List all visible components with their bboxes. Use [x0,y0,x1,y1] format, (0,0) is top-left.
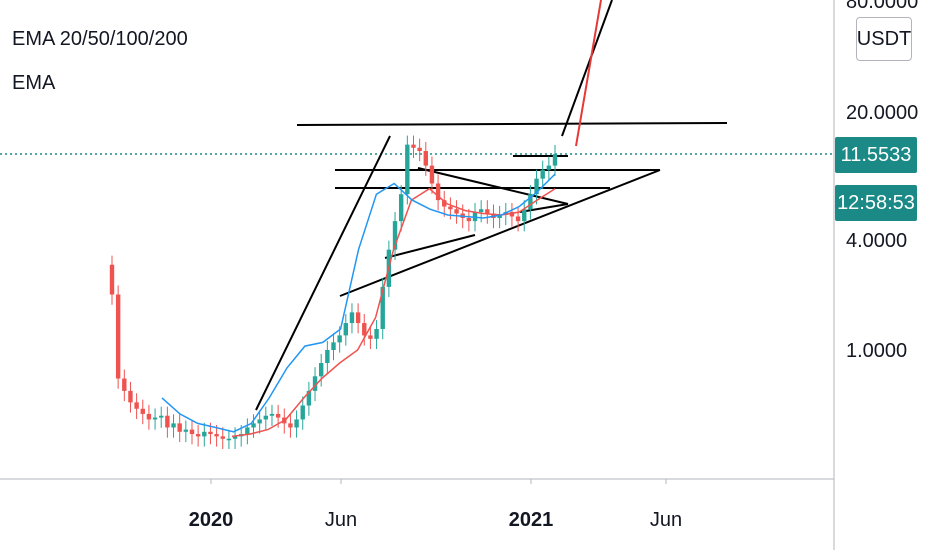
price-label-20: 20.0000 [846,102,918,124]
ema-fast-line [161,173,556,433]
price-label-80: 80.0000 [846,0,918,13]
last-price-tag: 11.5533 [835,137,917,173]
unit-button[interactable]: USDT [856,17,912,61]
candle-body [442,200,447,207]
candle-body [245,427,250,435]
candle-body [159,415,164,418]
candle-body [392,221,398,250]
candle-body [189,429,195,435]
candle-body [140,408,145,414]
candle-body [368,335,373,339]
candle-body [362,323,367,336]
candle-body [343,323,349,336]
candle-body [134,402,139,409]
candle-body [220,436,225,439]
candle-body [448,206,453,210]
drawing-triangle-hyp[interactable] [417,167,569,205]
candle-body [374,328,379,339]
candle-body [251,423,256,428]
candle-body [398,194,404,222]
candle-body [478,209,484,213]
candle-body [232,436,238,439]
candle-body [331,342,336,350]
candle-body [509,212,515,217]
candle-body [411,144,416,148]
candle-body [485,209,490,214]
candle-body [318,363,324,377]
candle-body [214,434,219,437]
candle-body [417,147,422,152]
candle-body [552,154,558,166]
candle-body [122,378,127,391]
candle-body [312,376,318,391]
candle-body [195,434,201,437]
candle-body [540,169,545,179]
drawing-support-lower[interactable] [339,169,661,297]
candle-body [171,423,176,428]
countdown-tag: 12:58:53 [835,185,917,221]
candle-body [208,431,213,435]
candle-body [177,423,182,432]
price-label-4: 4.0000 [846,230,907,252]
projection-line[interactable] [575,0,602,147]
candle-body [300,405,305,420]
candle-body [294,419,299,428]
drawing-uptrend-steep[interactable] [255,135,391,411]
candle-body [466,217,472,222]
time-label-2021: 2021 [509,509,554,531]
candle-body [183,429,189,432]
candle-body [306,390,312,406]
candle-body [109,264,115,295]
candle-body [349,312,355,324]
candle-body [454,209,459,214]
drawing-top-resistance[interactable] [296,122,728,126]
drawing-flag-low[interactable] [519,203,569,213]
drawings[interactable] [255,0,728,411]
candle-body [337,335,342,343]
legend-ema[interactable]: EMA [12,72,56,94]
candle-body [288,423,293,428]
candle-body [152,417,158,420]
time-label-2020: 2020 [189,509,234,531]
candle-body [497,214,502,218]
candle-body [202,431,207,437]
candle-body [355,312,361,324]
candle-body [435,183,441,201]
candle-body [546,165,552,170]
price-label-1: 1.0000 [846,340,907,362]
time-label-jun-2020: Jun [325,509,357,531]
candle-body [115,294,121,379]
drawing-support-upper[interactable] [384,234,476,259]
candle-body [429,165,435,184]
candle-body [128,390,133,403]
candle-body [263,415,269,420]
candle-body [423,151,428,166]
candle-body [165,415,170,428]
candle-body [269,413,275,416]
candles-group [109,135,558,450]
candle-body [257,419,262,424]
candle-body [534,178,539,195]
candle-body [146,413,152,420]
drawing-breakout-line[interactable] [561,0,613,137]
candle-body [275,413,281,418]
candle-body [522,209,527,222]
candle-body [325,350,330,364]
candle-body [380,286,385,329]
candle-body [226,438,232,441]
candle-body [405,144,410,195]
candle-body [528,194,533,210]
time-label-jun-2021: Jun [650,509,682,531]
legend-ema-multi[interactable]: EMA 20/50/100/200 [12,28,188,50]
candle-body [515,216,521,222]
